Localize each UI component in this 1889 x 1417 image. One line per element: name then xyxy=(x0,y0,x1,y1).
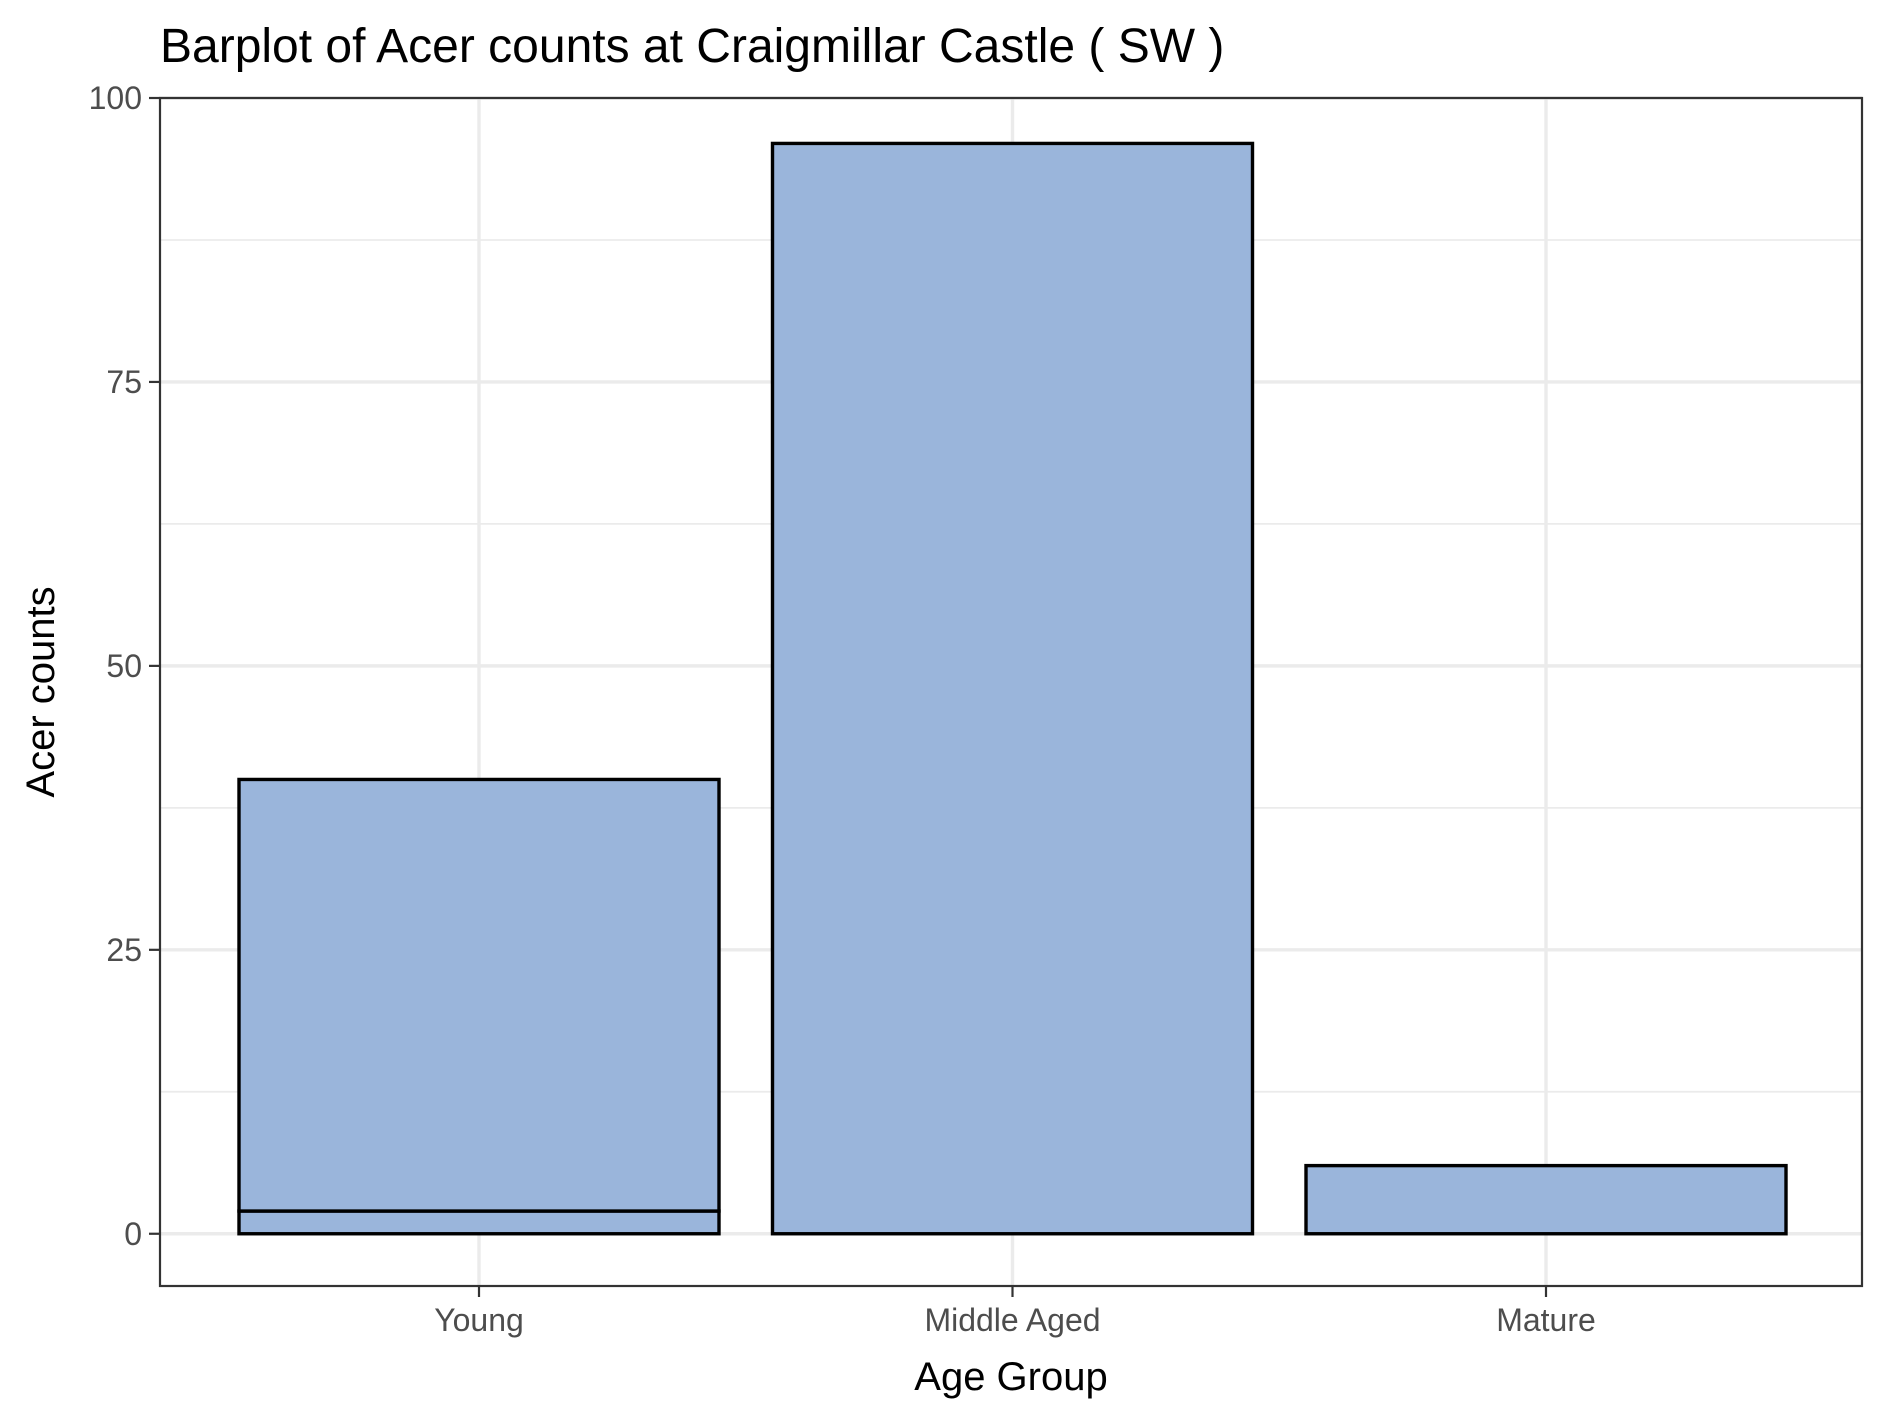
bar-segment-young-0 xyxy=(237,1209,721,1236)
ticks-layer: 0 25 50 75 100 Young Middle Aged Mature xyxy=(89,80,1596,1338)
bars-layer xyxy=(237,141,1788,1236)
y-tick-label: 0 xyxy=(124,1216,142,1252)
y-axis-title: Acer counts xyxy=(19,586,63,797)
x-axis-title: Age Group xyxy=(914,1355,1107,1399)
x-tick-label: Young xyxy=(434,1302,524,1338)
y-tick-label: 50 xyxy=(106,648,142,684)
bar-segment-mature-0 xyxy=(1304,1163,1788,1236)
x-tick-label: Mature xyxy=(1496,1302,1596,1338)
x-tick-label: Middle Aged xyxy=(924,1302,1100,1338)
bar-segment-middle-aged-0 xyxy=(770,141,1255,1236)
y-tick-label: 25 xyxy=(106,932,142,968)
bar-segment-young-1 xyxy=(237,777,721,1213)
y-tick-label: 100 xyxy=(89,80,142,116)
plot-panel-border xyxy=(158,96,1864,1288)
y-tick-label: 75 xyxy=(106,364,142,400)
chart-title: Barplot of Acer counts at Craigmillar Ca… xyxy=(160,20,1224,73)
